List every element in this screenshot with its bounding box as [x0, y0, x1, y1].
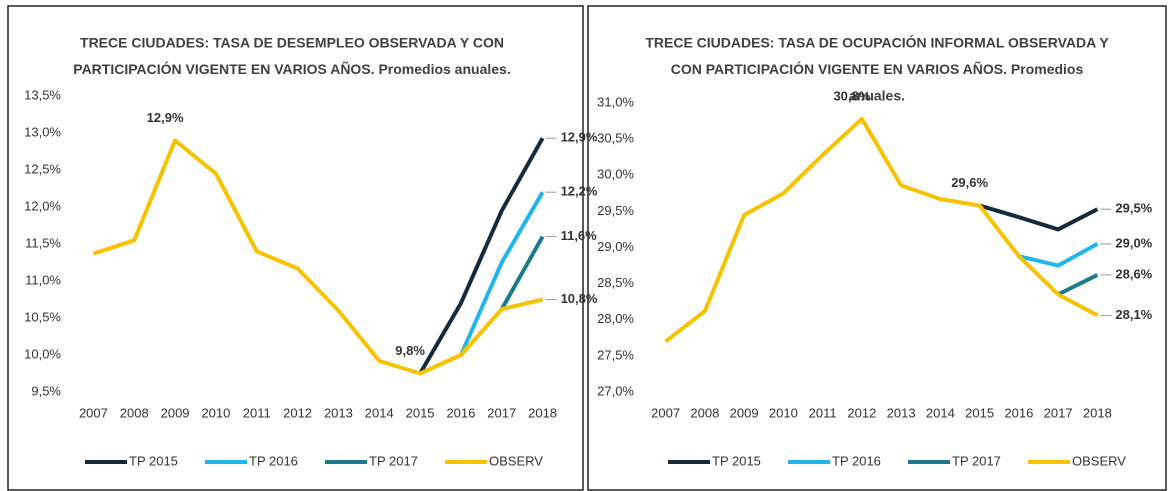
y-tick-label: 31,0%	[597, 94, 634, 109]
x-tick-label: 2007	[79, 405, 108, 420]
series-line	[979, 203, 1099, 232]
y-tick-label: 30,0%	[597, 167, 634, 182]
x-tick-label: 2010	[201, 405, 230, 420]
x-tick-label: 2013	[324, 405, 353, 420]
x-tick-label: 2007	[651, 405, 680, 420]
x-tick-label: 2014	[926, 405, 955, 420]
data-label: 29,6%	[951, 175, 988, 190]
y-tick-label: 10,0%	[24, 346, 61, 361]
x-tick-label: 2013	[887, 405, 916, 420]
x-tick-label: 2018	[528, 405, 557, 420]
series-line	[1057, 273, 1099, 297]
legend-label: TP 2017	[369, 453, 418, 468]
x-tick-label: 2009	[161, 405, 190, 420]
data-label: 29,5%	[1115, 201, 1152, 216]
y-tick-label: 12,0%	[24, 198, 61, 213]
y-tick-label: 11,5%	[25, 235, 61, 250]
data-label: 12,9%	[561, 130, 598, 145]
x-tick-label: 2012	[283, 405, 312, 420]
series-line	[418, 137, 545, 375]
x-tick-label: 2008	[120, 405, 149, 420]
x-tick-label: 2017	[1044, 405, 1073, 420]
legend-label: TP 2015	[712, 453, 761, 468]
panel-border	[587, 5, 1167, 491]
x-tick-label: 2008	[690, 405, 719, 420]
data-label: 29,0%	[1115, 235, 1152, 250]
y-tick-label: 27,0%	[597, 383, 634, 398]
chart-title: PARTICIPACIÓN VIGENTE EN VARIOS AÑOS. Pr…	[73, 60, 510, 77]
data-label: 9,8%	[395, 343, 425, 358]
x-tick-label: 2010	[769, 405, 798, 420]
x-tick-label: 2016	[446, 405, 475, 420]
y-tick-label: 13,5%	[24, 87, 61, 102]
y-tick-label: 29,5%	[597, 203, 634, 218]
data-label: 28,1%	[1115, 307, 1152, 322]
data-label: 12,2%	[561, 184, 598, 199]
y-tick-label: 30,5%	[597, 131, 634, 146]
chart-title: TRECE CIUDADES: TASA DE DESEMPLEO OBSERV…	[80, 35, 504, 51]
series-line	[459, 191, 545, 356]
series-line	[1018, 242, 1099, 268]
y-tick-label: 10,5%	[24, 309, 61, 324]
y-tick-label: 12,5%	[24, 161, 61, 176]
data-label: 30,8%	[833, 88, 870, 103]
y-tick-label: 28,0%	[597, 311, 634, 326]
y-tick-label: 11,0%	[25, 272, 61, 287]
x-tick-label: 2011	[243, 405, 271, 420]
x-tick-label: 2015	[965, 405, 994, 420]
x-tick-label: 2016	[1004, 405, 1033, 420]
x-tick-label: 2011	[809, 405, 837, 420]
chart-title: TRECE CIUDADES: TASA DE OCUPACIÓN INFORM…	[645, 34, 1109, 51]
data-label: 28,6%	[1115, 266, 1152, 281]
x-tick-label: 2017	[487, 405, 516, 420]
data-label: 11,6%	[561, 228, 598, 243]
data-label: 12,9%	[147, 110, 184, 125]
series-line	[664, 116, 1099, 344]
y-tick-label: 27,5%	[597, 347, 634, 362]
legend-label: TP 2015	[129, 453, 178, 468]
y-tick-label: 9,5%	[31, 383, 61, 398]
y-tick-label: 29,0%	[597, 239, 634, 254]
series-line	[500, 235, 545, 311]
legend-label: OBSERV	[1072, 453, 1126, 468]
y-tick-label: 28,5%	[597, 275, 634, 290]
x-tick-label: 2015	[406, 405, 435, 420]
x-tick-label: 2012	[847, 405, 876, 420]
legend-label: TP 2016	[249, 453, 298, 468]
legend-label: TP 2017	[952, 453, 1001, 468]
data-label: 10,8%	[561, 291, 598, 306]
legend-label: OBSERV	[489, 453, 543, 468]
x-tick-label: 2009	[730, 405, 759, 420]
series-line	[92, 138, 544, 376]
panel-border	[7, 5, 584, 491]
legend-label: TP 2016	[832, 453, 881, 468]
x-tick-label: 2014	[365, 405, 394, 420]
x-tick-label: 2018	[1083, 405, 1112, 420]
y-tick-label: 13,0%	[24, 124, 61, 139]
chart-title: anuales.	[849, 88, 905, 104]
chart-title: CON PARTICIPACIÓN VIGENTE EN VARIOS AÑOS…	[671, 60, 1084, 77]
